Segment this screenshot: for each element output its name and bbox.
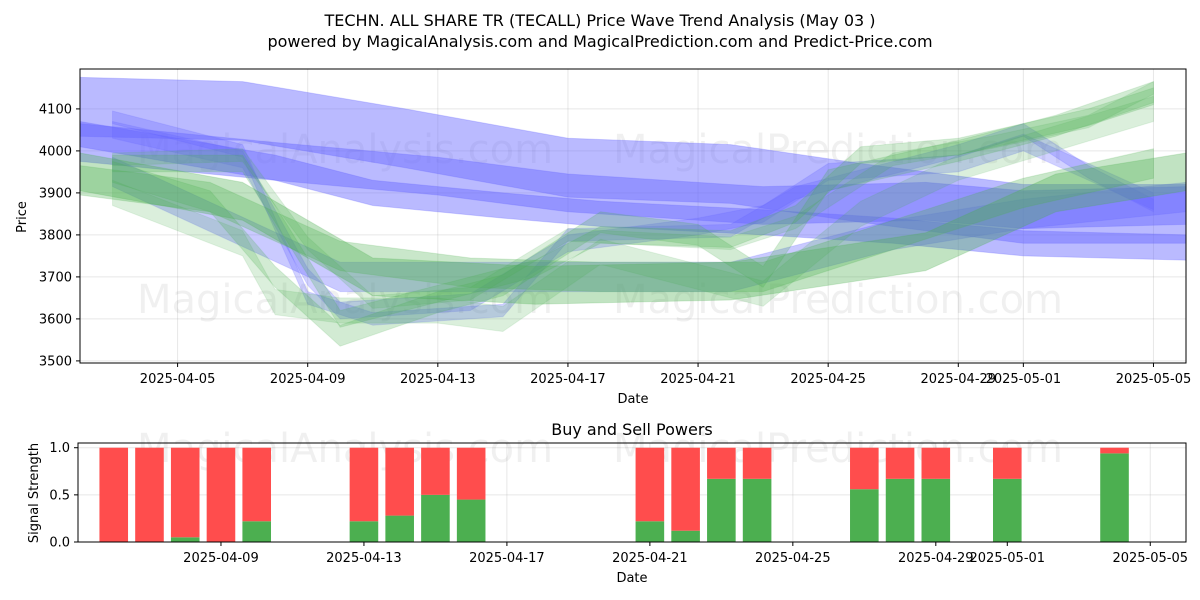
x-tick-label: 2025-04-29 bbox=[898, 551, 974, 566]
price-y-axis-label: Price bbox=[15, 201, 30, 233]
main-chart-subtitle: powered by MagicalAnalysis.com and Magic… bbox=[267, 32, 932, 51]
blue-wave-band bbox=[112, 121, 1154, 320]
buy-bar bbox=[885, 478, 915, 542]
y-tick-label: 3500 bbox=[39, 354, 72, 369]
buy-bar bbox=[742, 478, 772, 542]
sell-bar bbox=[671, 447, 700, 531]
x-tick-label: 2025-04-09 bbox=[270, 372, 346, 387]
x-tick-label: 2025-04-17 bbox=[530, 372, 606, 387]
buy-bar bbox=[456, 499, 486, 542]
y-tick-label: 3900 bbox=[39, 186, 72, 201]
signal-chart-title: Buy and Sell Powers bbox=[551, 420, 713, 439]
signal-x-ticks: 2025-04-09 2025-04-13 2025-04-17 2025-04-21… bbox=[183, 542, 1188, 566]
sell-bar bbox=[1100, 447, 1129, 454]
price-x-ticks: 2025-04-05 2025-04-09 2025-04-13 2025-04-17… bbox=[140, 363, 1191, 387]
watermark-text: MagicalPrediction.com bbox=[613, 277, 1063, 323]
blue-wave-band bbox=[80, 76, 1186, 244]
green-wave-band bbox=[112, 95, 1154, 332]
x-tick-label: 2025-05-01 bbox=[986, 372, 1062, 387]
buy-bar bbox=[992, 478, 1022, 542]
price-y-ticks: 3500 3600 3700 3800 3900 4000 4100 bbox=[39, 102, 80, 369]
x-tick-label: 2025-04-25 bbox=[755, 551, 831, 566]
buy-bar bbox=[1100, 453, 1129, 542]
sell-bar bbox=[456, 447, 486, 500]
sell-bar bbox=[135, 447, 164, 542]
signal-plot-frame bbox=[77, 442, 1187, 543]
sell-bar bbox=[992, 447, 1022, 479]
x-tick-label: 2025-04-21 bbox=[612, 551, 688, 566]
buy-bar bbox=[707, 478, 736, 542]
sell-bar bbox=[170, 447, 200, 538]
green-wave-band bbox=[80, 152, 1186, 305]
y-tick-label: 4000 bbox=[39, 144, 72, 159]
signal-bars bbox=[99, 447, 1129, 542]
y-tick-label: 0.0 bbox=[49, 536, 70, 551]
blue-wave-band bbox=[112, 110, 1154, 326]
x-tick-label: 2025-04-21 bbox=[660, 372, 736, 387]
signal-y-axis-label: Signal Strength bbox=[27, 443, 42, 543]
price-x-axis-label: Date bbox=[617, 392, 648, 407]
sell-bar bbox=[421, 447, 450, 495]
x-tick-label: 2025-04-05 bbox=[140, 372, 216, 387]
y-tick-label: 4100 bbox=[39, 102, 72, 117]
green-wave-band bbox=[112, 87, 1154, 328]
green-wave-band bbox=[80, 148, 1154, 293]
price-grid bbox=[80, 69, 1186, 363]
y-tick-label: 3600 bbox=[39, 312, 72, 327]
sell-bar bbox=[99, 447, 129, 542]
sell-bar bbox=[742, 447, 772, 479]
green-wave-band bbox=[112, 81, 1154, 309]
sell-bar bbox=[850, 447, 879, 490]
buy-bar bbox=[170, 537, 200, 542]
green-wave-band bbox=[112, 81, 1154, 347]
x-tick-label: 2025-05-01 bbox=[970, 551, 1046, 566]
blue-wave-band bbox=[80, 123, 1186, 230]
signal-y-ticks: 0.0 0.5 1.0 bbox=[49, 441, 78, 551]
watermark-text: MagicalAnalysis.com bbox=[137, 277, 553, 323]
sell-bar bbox=[885, 447, 915, 479]
blue-wave-band bbox=[112, 156, 1186, 293]
price-panel: MagicalAnalysis.com MagicalPrediction.co… bbox=[15, 68, 1191, 407]
x-tick-label: 2025-04-25 bbox=[790, 372, 866, 387]
y-tick-label: 3700 bbox=[39, 270, 72, 285]
buy-bar bbox=[242, 521, 272, 542]
price-watermarks: MagicalAnalysis.com MagicalPrediction.co… bbox=[137, 127, 1063, 323]
buy-bar bbox=[921, 478, 951, 542]
x-tick-label: 2025-05-05 bbox=[1116, 372, 1192, 387]
watermark-text: MagicalAnalysis.com bbox=[137, 127, 553, 173]
sell-bar bbox=[242, 447, 272, 522]
x-tick-label: 2025-05-05 bbox=[1112, 551, 1188, 566]
main-chart-title: TECHN. ALL SHARE TR (TECALL) Price Wave … bbox=[324, 11, 876, 30]
signal-x-axis-label: Date bbox=[616, 571, 647, 586]
x-tick-label: 2025-04-29 bbox=[921, 372, 997, 387]
signal-panel: Buy and Sell Powers MagicalAnalysis.com … bbox=[27, 420, 1188, 586]
buy-bar bbox=[385, 515, 414, 542]
sell-bar bbox=[385, 447, 414, 516]
sell-bar bbox=[707, 447, 736, 479]
buy-bar bbox=[850, 489, 879, 542]
y-tick-label: 3800 bbox=[39, 228, 72, 243]
x-tick-label: 2025-04-09 bbox=[183, 551, 259, 566]
buy-bar bbox=[671, 530, 700, 542]
x-tick-label: 2025-04-17 bbox=[469, 551, 545, 566]
wave-bands bbox=[80, 76, 1186, 347]
sell-bar bbox=[635, 447, 665, 522]
sell-bar bbox=[206, 447, 236, 542]
sell-bar bbox=[921, 447, 951, 479]
sell-bar bbox=[349, 447, 379, 522]
buy-bar bbox=[349, 521, 379, 542]
blue-wave-band bbox=[80, 121, 1186, 261]
price-plot-frame bbox=[79, 68, 1187, 364]
x-tick-label: 2025-04-13 bbox=[400, 372, 476, 387]
watermark-text: MagicalPrediction.com bbox=[613, 127, 1063, 173]
y-tick-label: 0.5 bbox=[49, 488, 70, 503]
y-tick-label: 1.0 bbox=[49, 441, 70, 456]
buy-bar bbox=[421, 494, 450, 542]
buy-bar bbox=[635, 521, 665, 542]
x-tick-label: 2025-04-13 bbox=[326, 551, 402, 566]
